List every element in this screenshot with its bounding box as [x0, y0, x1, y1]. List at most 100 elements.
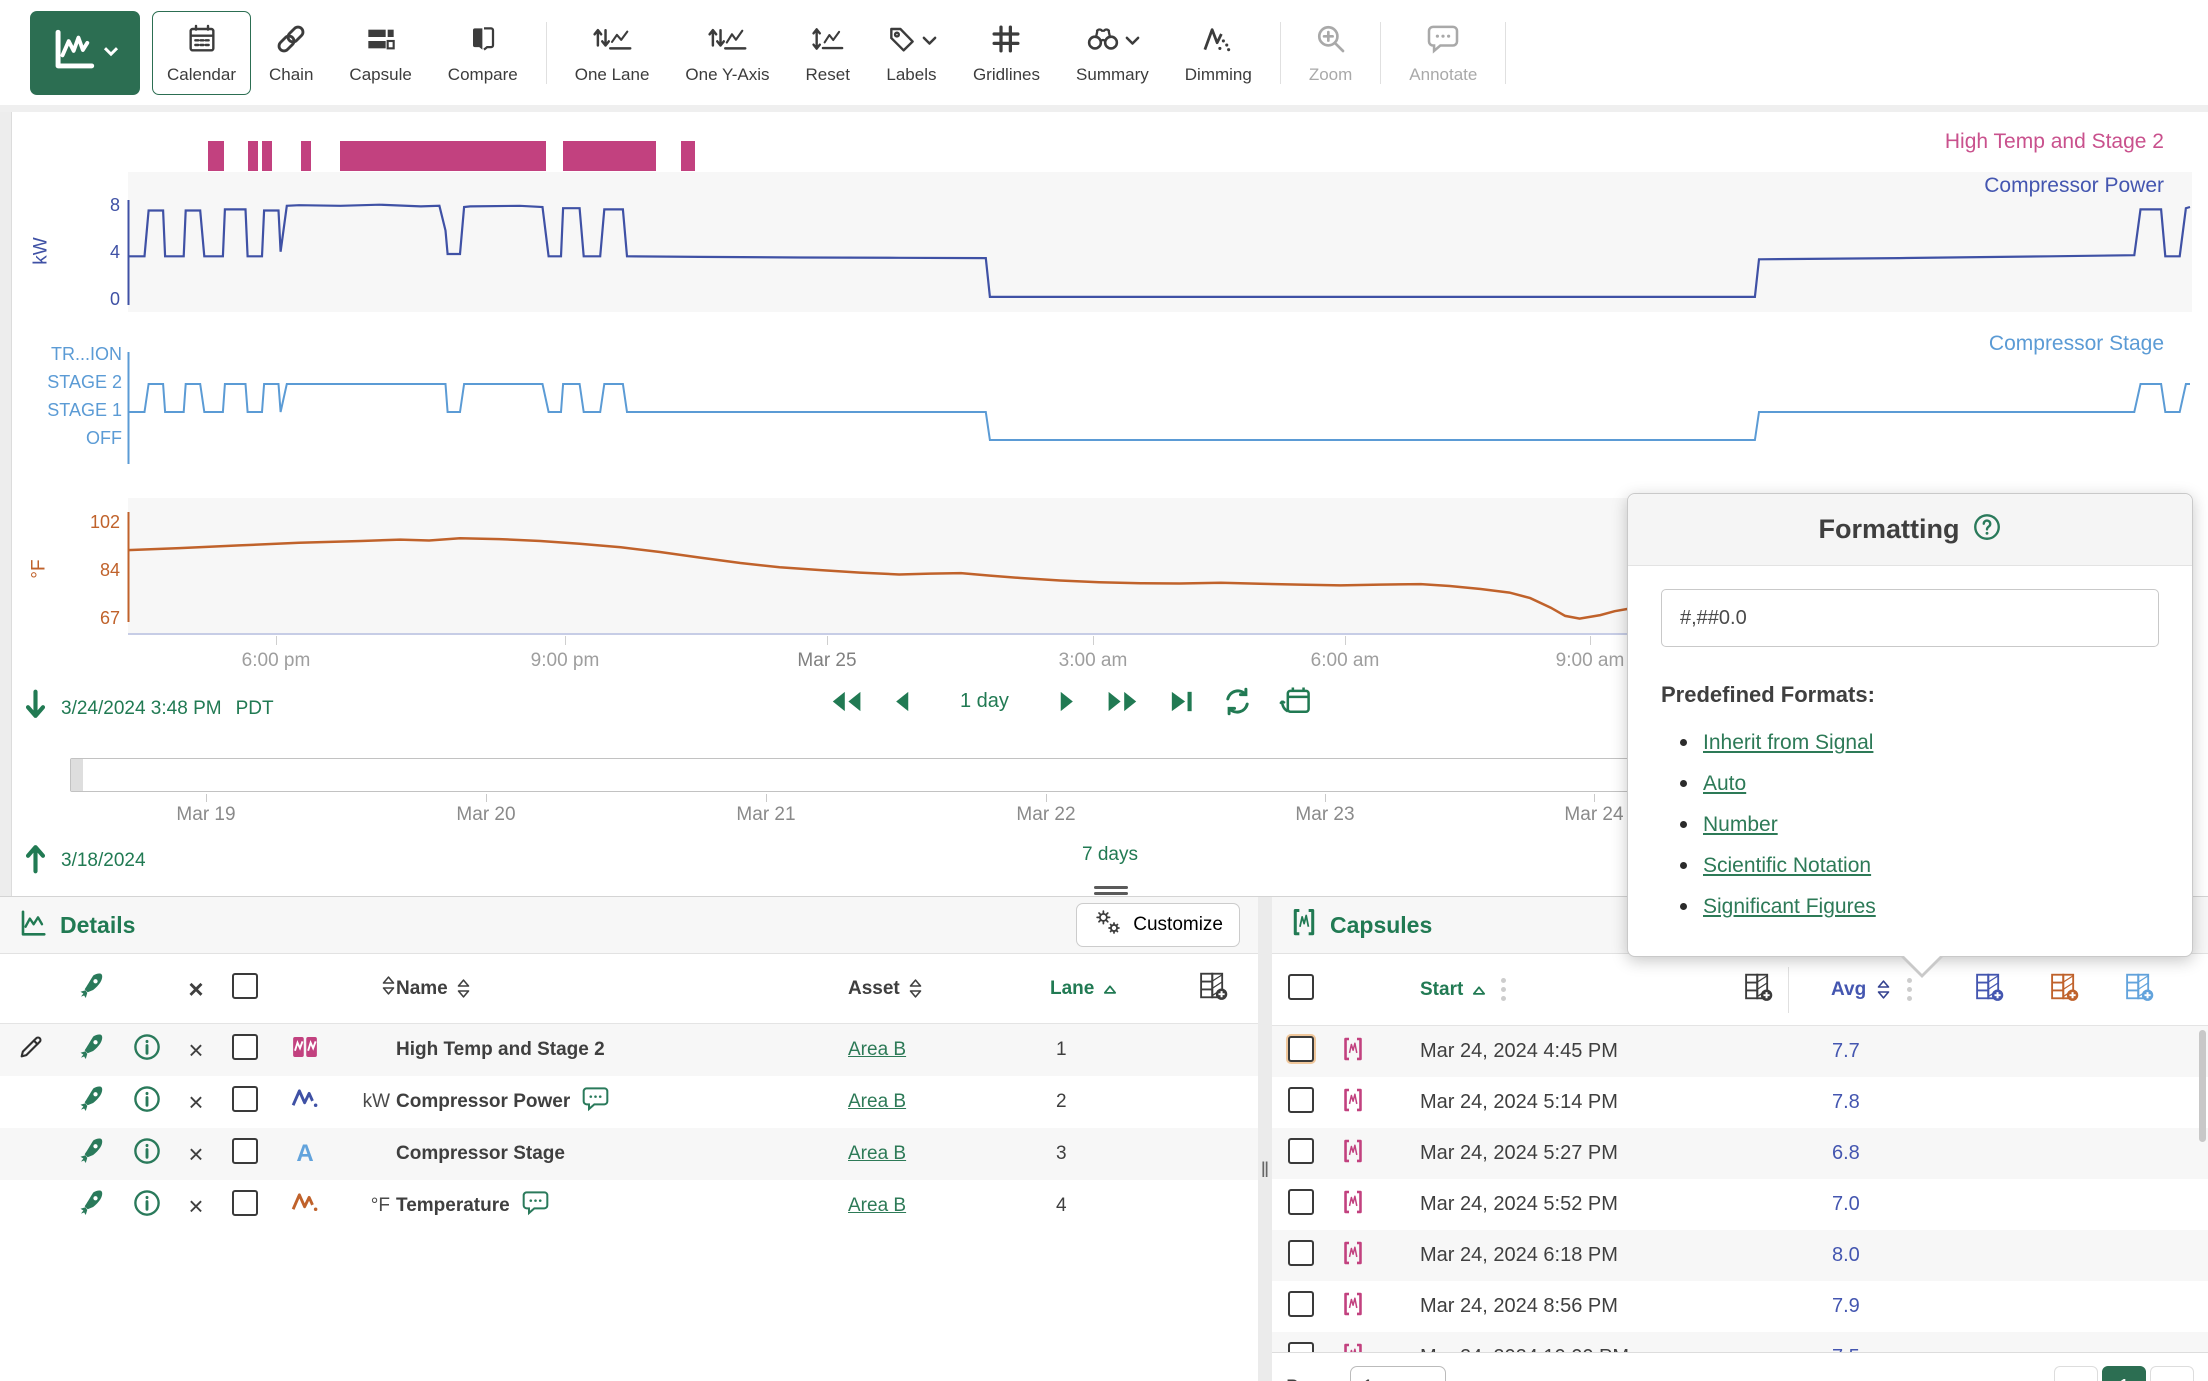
- capsule-bar[interactable]: [208, 141, 224, 171]
- prev-page-button[interactable]: ‹: [2054, 1365, 2098, 1381]
- compressor-stage-line[interactable]: [128, 383, 2190, 441]
- capsule-bar[interactable]: [262, 141, 272, 171]
- customize-button[interactable]: Customize: [1076, 903, 1240, 947]
- add-column-icon[interactable]: [2124, 971, 2155, 1008]
- capsule-checkbox[interactable]: [1288, 1290, 1314, 1317]
- details-row[interactable]: × High Temp and Stage 2 Area B 1: [0, 1024, 1258, 1076]
- select-all-items-icon[interactable]: [62, 971, 120, 1007]
- asset-link[interactable]: Area B: [848, 1039, 907, 1060]
- remove-item-button[interactable]: ×: [188, 1035, 204, 1065]
- page-size-select[interactable]: 1 ▾: [1349, 1365, 1446, 1381]
- display-range-start[interactable]: 3/24/2024 3:48 PM: [61, 697, 222, 719]
- toolbar-button-summary[interactable]: Summary: [1058, 7, 1167, 99]
- series-label[interactable]: Compressor Stage: [1988, 332, 2164, 355]
- toolbar-button-chain[interactable]: Chain: [251, 7, 331, 99]
- details-row[interactable]: × A Compressor Stage Area B 3: [0, 1128, 1258, 1180]
- sort-icon[interactable]: [456, 977, 471, 1000]
- panel-divider-handle[interactable]: ‖: [1260, 1159, 1270, 1182]
- capsule-bar[interactable]: [248, 141, 258, 171]
- details-row[interactable]: × °F Temperature Area B 4: [0, 1180, 1258, 1232]
- add-column-icon[interactable]: [1974, 971, 2005, 1008]
- item-name[interactable]: Temperature: [396, 1195, 510, 1216]
- capsule-row[interactable]: Mar 24, 2024 5:14 PM 7.8: [1272, 1077, 2208, 1128]
- asset-link[interactable]: Area B: [848, 1143, 907, 1164]
- info-icon[interactable]: [120, 1136, 174, 1172]
- sort-icon[interactable]: [908, 977, 923, 1000]
- asset-link[interactable]: Area B: [848, 1195, 907, 1216]
- sort-icon[interactable]: [1876, 978, 1891, 1001]
- add-column-icon[interactable]: [1168, 970, 1258, 1007]
- toolbar-button-dimming[interactable]: Dimming: [1167, 7, 1270, 99]
- toolbar-button-gridlines[interactable]: Gridlines: [955, 7, 1058, 99]
- remove-all-button[interactable]: ×: [188, 973, 204, 1004]
- add-column-icon[interactable]: [1743, 971, 1788, 1008]
- series-label[interactable]: Compressor Power: [1984, 174, 2164, 197]
- details-row[interactable]: × kW Compressor Power Area B 2: [0, 1076, 1258, 1128]
- item-name[interactable]: High Temp and Stage 2: [396, 1039, 605, 1060]
- toolbar-button-labels[interactable]: Labels: [868, 7, 955, 99]
- rocket-icon[interactable]: [62, 1188, 120, 1224]
- column-menu-icon[interactable]: [1495, 976, 1512, 1003]
- capsule-bar[interactable]: [681, 141, 695, 171]
- comment-icon[interactable]: [520, 1190, 551, 1222]
- item-name[interactable]: Compressor Power: [396, 1091, 571, 1112]
- capsule-bar[interactable]: [301, 141, 311, 171]
- step-back-full-button[interactable]: [828, 687, 864, 716]
- capsule-row[interactable]: Mar 24, 2024 6:18 PM 8.0: [1272, 1230, 2208, 1281]
- temperature-line[interactable]: [127, 537, 2191, 620]
- predefined-format-link[interactable]: Significant Figures: [1703, 894, 1876, 918]
- capsule-checkbox[interactable]: [1288, 1188, 1314, 1215]
- series-label[interactable]: High Temp and Stage 2: [1944, 130, 2164, 153]
- format-input[interactable]: [1661, 589, 2159, 647]
- step-to-end-button[interactable]: [1167, 687, 1196, 716]
- row-checkbox[interactable]: [232, 1034, 258, 1060]
- predefined-format-link[interactable]: Auto: [1703, 771, 1747, 795]
- column-header-asset[interactable]: Asset: [838, 977, 1038, 1000]
- rocket-icon[interactable]: [62, 1032, 120, 1068]
- predefined-format-link[interactable]: Number: [1703, 812, 1778, 836]
- column-header-lane[interactable]: Lane: [1038, 978, 1168, 1000]
- splitter-drag-handle[interactable]: [1094, 884, 1128, 896]
- info-icon[interactable]: [120, 1032, 174, 1068]
- toolbar-button-one-y-axis[interactable]: One Y-Axis: [667, 7, 787, 99]
- panel-divider[interactable]: ‖: [1258, 897, 1272, 1381]
- current-page-button[interactable]: 1: [2102, 1365, 2146, 1381]
- capsule-checkbox[interactable]: [1288, 1137, 1314, 1164]
- trend-view-switcher-button[interactable]: [30, 10, 140, 95]
- predefined-format-link[interactable]: Inherit from Signal: [1703, 730, 1874, 754]
- capsule-row[interactable]: Mar 24, 2024 5:27 PM 6.8: [1272, 1128, 2208, 1179]
- capsule-checkbox[interactable]: [1288, 1035, 1314, 1062]
- rocket-icon[interactable]: [62, 1084, 120, 1120]
- investigate-range-start[interactable]: 3/18/2024: [61, 849, 146, 871]
- column-header-name[interactable]: Name: [396, 977, 838, 1000]
- capsule-row[interactable]: Mar 24, 2024 5:52 PM 7.0: [1272, 1179, 2208, 1230]
- toolbar-button-compare[interactable]: Compare: [430, 7, 536, 99]
- remove-item-button[interactable]: ×: [188, 1087, 204, 1117]
- help-icon[interactable]: [1972, 512, 2002, 547]
- copy-range-calendar-icon[interactable]: [1279, 684, 1313, 718]
- select-all-checkbox[interactable]: [232, 972, 258, 999]
- toolbar-button-capsule[interactable]: Capsule: [331, 7, 429, 99]
- item-name[interactable]: Compressor Stage: [396, 1143, 565, 1164]
- toolbar-button-one-lane[interactable]: One Lane: [557, 7, 668, 99]
- row-checkbox[interactable]: [232, 1190, 258, 1216]
- compressor-power-line[interactable]: [128, 203, 2191, 298]
- capsule-row[interactable]: Mar 24, 2024 8:56 PM 7.9: [1272, 1281, 2208, 1332]
- column-header-start[interactable]: Start: [1420, 978, 1464, 1000]
- column-header-avg[interactable]: Avg: [1831, 978, 1867, 1000]
- info-icon[interactable]: [120, 1084, 174, 1120]
- arrow-down-icon[interactable]: [24, 688, 47, 729]
- investigate-range-duration[interactable]: 7 days: [1082, 844, 1138, 865]
- display-range-timezone[interactable]: PDT: [235, 697, 274, 719]
- refresh-icon[interactable]: [1222, 686, 1253, 717]
- info-icon[interactable]: [120, 1188, 174, 1224]
- next-page-button[interactable]: ›: [2150, 1365, 2194, 1381]
- step-forward-full-button[interactable]: [1105, 687, 1141, 716]
- rocket-icon[interactable]: [62, 1136, 120, 1172]
- toolbar-button-calendar[interactable]: Calendar: [152, 10, 251, 95]
- remove-item-button[interactable]: ×: [188, 1191, 204, 1221]
- step-forward-half-button[interactable]: [1057, 687, 1079, 716]
- step-back-half-button[interactable]: [890, 687, 912, 716]
- capsule-checkbox[interactable]: [1288, 1086, 1314, 1113]
- comment-icon[interactable]: [580, 1086, 611, 1118]
